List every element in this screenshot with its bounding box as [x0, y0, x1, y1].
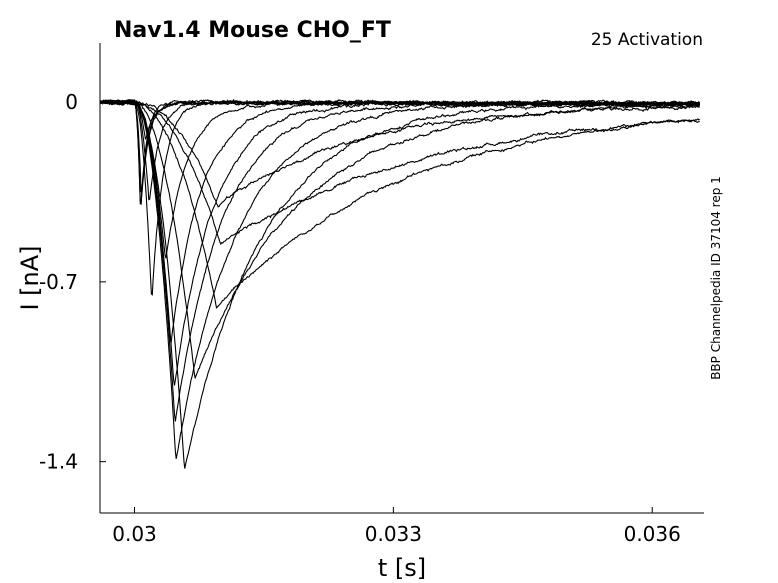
- current-trace: [99, 99, 700, 194]
- current-trace: [99, 99, 700, 141]
- chart-title: Nav1.4 Mouse CHO_FT: [114, 18, 391, 43]
- current-trace: [99, 100, 700, 422]
- current-trace: [99, 99, 700, 206]
- x-axis-label: t [s]: [378, 554, 426, 582]
- protocol-annotation: 25 Activation: [590, 30, 703, 50]
- trace-group: [99, 98, 701, 469]
- current-trace: [99, 99, 701, 344]
- x-tick-group: 0.03 0.033 0.036: [112, 507, 681, 546]
- current-trace: [99, 99, 700, 205]
- x-tick-label: 0.036: [624, 522, 681, 546]
- x-tick-label: 0.03: [112, 522, 157, 546]
- y-tick-label: 0: [65, 90, 78, 114]
- y-tick-label: -1.4: [39, 450, 78, 474]
- x-tick-label: 0.033: [365, 522, 422, 546]
- y-tick-label: -0.7: [39, 270, 78, 294]
- current-trace: [99, 100, 701, 469]
- y-tick-group: 0 -0.7 -1.4: [39, 90, 106, 474]
- y-axis-label: I [nA]: [16, 245, 44, 310]
- current-trace: [99, 99, 700, 246]
- current-trace: [99, 99, 700, 379]
- current-trace: [99, 100, 700, 208]
- current-trace: [99, 98, 700, 259]
- current-trace: [99, 98, 700, 201]
